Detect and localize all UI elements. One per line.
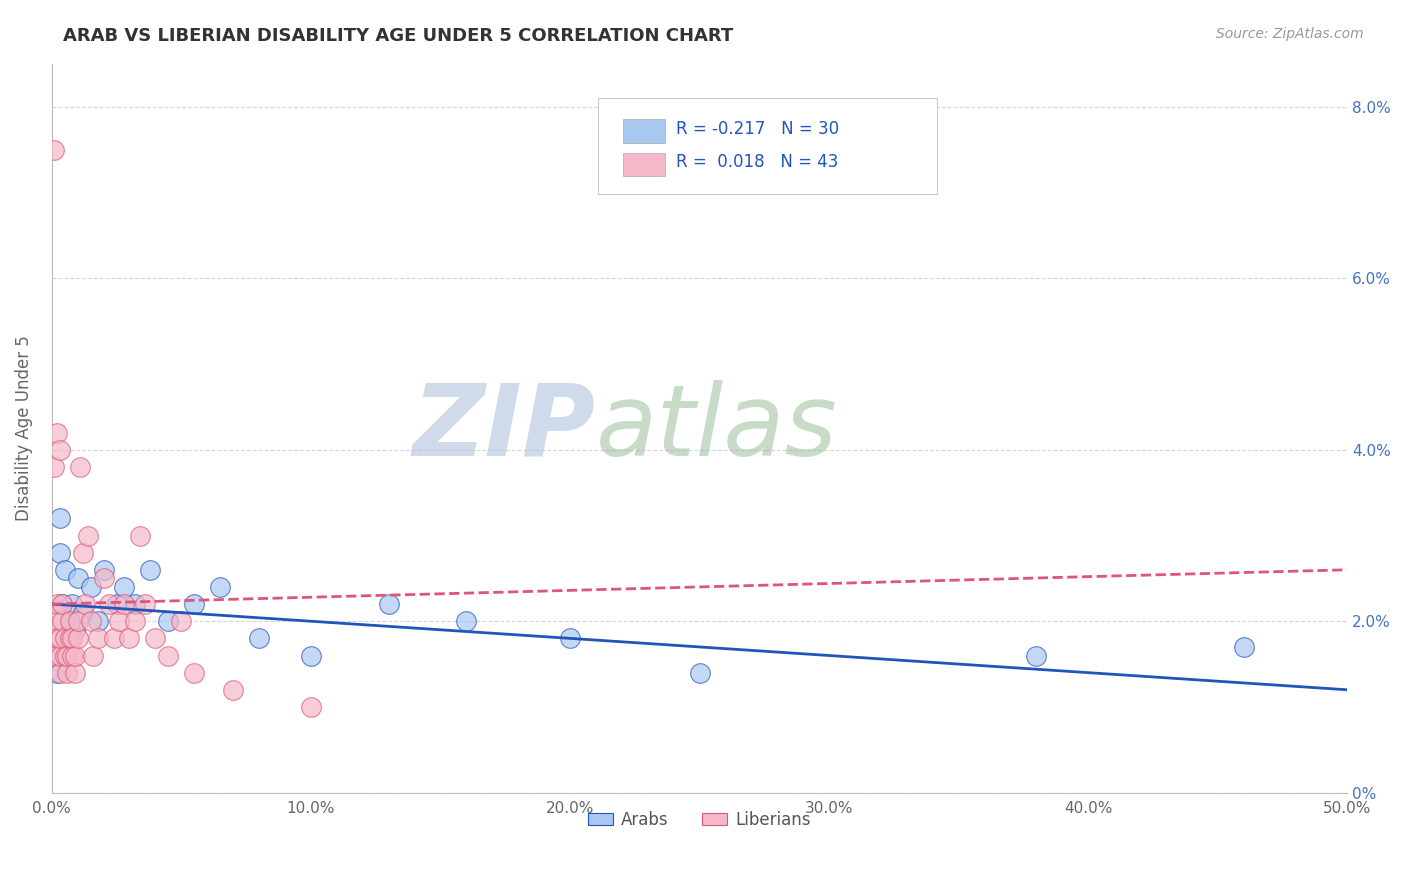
Point: [209, 580, 232, 594]
Point: [45, 665, 67, 680]
Point: [456, 614, 478, 628]
Point: [51, 614, 73, 628]
Point: [79, 580, 101, 594]
Point: [97, 597, 120, 611]
Point: [62, 597, 84, 611]
Point: [48, 546, 70, 560]
Point: [62, 632, 84, 646]
Point: [79, 614, 101, 628]
Point: [44, 614, 66, 628]
Text: R = -0.217   N = 30: R = -0.217 N = 30: [676, 120, 839, 138]
Point: [124, 597, 146, 611]
Text: ZIP: ZIP: [413, 380, 596, 477]
Point: [112, 597, 135, 611]
Point: [56, 632, 79, 646]
Point: [66, 632, 89, 646]
Point: [53, 563, 76, 577]
Point: [56, 665, 79, 680]
Point: [59, 614, 82, 628]
Point: [1233, 640, 1256, 654]
Point: [51, 597, 73, 611]
Point: [87, 614, 110, 628]
Point: [48, 511, 70, 525]
Point: [299, 648, 322, 663]
FancyBboxPatch shape: [599, 98, 936, 194]
Point: [56, 648, 79, 663]
Point: [170, 614, 193, 628]
Point: [53, 648, 76, 663]
Point: [48, 442, 70, 457]
Point: [45, 597, 67, 611]
Point: [558, 632, 581, 646]
Point: [93, 571, 115, 585]
Point: [1025, 648, 1047, 663]
Point: [222, 682, 245, 697]
Text: R =  0.018   N = 43: R = 0.018 N = 43: [676, 153, 838, 171]
Point: [59, 632, 82, 646]
Point: [112, 580, 135, 594]
Point: [48, 632, 70, 646]
Text: ARAB VS LIBERIAN DISABILITY AGE UNDER 5 CORRELATION CHART: ARAB VS LIBERIAN DISABILITY AGE UNDER 5 …: [63, 27, 734, 45]
Point: [53, 632, 76, 646]
Point: [108, 614, 131, 628]
Text: Source: ZipAtlas.com: Source: ZipAtlas.com: [1216, 27, 1364, 41]
Point: [93, 563, 115, 577]
Point: [139, 563, 162, 577]
Point: [45, 632, 67, 646]
Point: [82, 648, 104, 663]
Point: [103, 632, 125, 646]
Point: [157, 648, 180, 663]
Point: [145, 632, 167, 646]
Point: [63, 648, 86, 663]
Point: [44, 143, 66, 157]
Point: [66, 614, 89, 628]
Point: [87, 632, 110, 646]
Point: [134, 597, 156, 611]
Point: [75, 597, 97, 611]
Point: [157, 614, 180, 628]
Point: [128, 528, 150, 542]
Point: [247, 632, 270, 646]
FancyBboxPatch shape: [623, 153, 665, 177]
FancyBboxPatch shape: [623, 120, 665, 143]
Point: [72, 546, 94, 560]
Point: [63, 665, 86, 680]
Point: [299, 700, 322, 714]
Point: [62, 648, 84, 663]
Text: atlas: atlas: [596, 380, 838, 477]
Point: [51, 597, 73, 611]
Point: [44, 459, 66, 474]
Y-axis label: Disability Age Under 5: Disability Age Under 5: [15, 335, 32, 521]
Point: [77, 528, 100, 542]
Point: [44, 648, 66, 663]
Point: [183, 597, 205, 611]
Point: [69, 459, 91, 474]
Point: [377, 597, 399, 611]
Point: [66, 571, 89, 585]
Point: [183, 665, 205, 680]
Point: [689, 665, 711, 680]
Point: [48, 648, 70, 663]
Point: [59, 614, 82, 628]
Point: [124, 614, 146, 628]
Point: [48, 665, 70, 680]
Point: [105, 597, 128, 611]
Point: [45, 425, 67, 440]
Point: [72, 606, 94, 620]
Point: [63, 623, 86, 637]
Point: [44, 648, 66, 663]
Point: [118, 632, 141, 646]
Legend: Arabs, Liberians: Arabs, Liberians: [581, 804, 818, 835]
